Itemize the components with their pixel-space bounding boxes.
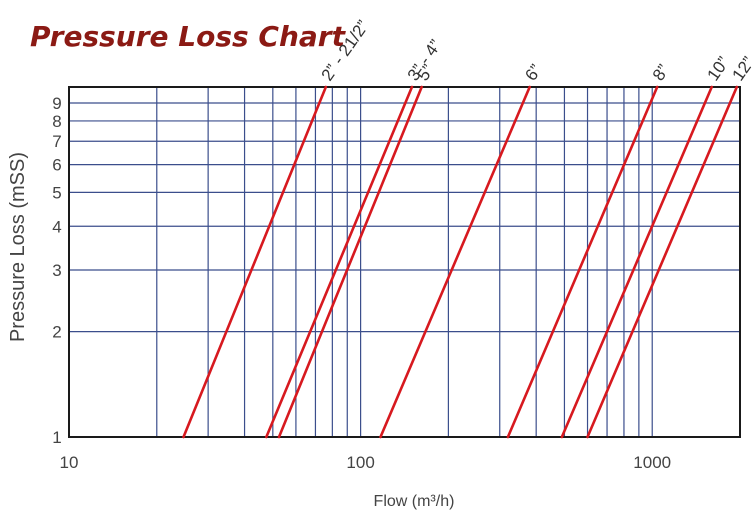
series-line [277, 85, 424, 439]
y-tick-label: 7 [52, 132, 61, 151]
series-label: 10” [703, 53, 733, 84]
y-axis-label: Pressure Loss (mSS) [7, 152, 29, 342]
series-label: 6” [521, 61, 545, 85]
y-tick-label: 4 [52, 217, 61, 236]
series-label: 2” - 21/2” [318, 17, 373, 85]
x-tick-label: 100 [346, 453, 374, 472]
plot-frame [68, 86, 741, 438]
y-tick-label: 9 [52, 94, 61, 113]
y-tick-labels: 1 2 3 4 5 6 789 [52, 94, 61, 447]
x-axis-label: Flow (m³/h) [374, 493, 455, 510]
series-label: 12” [729, 53, 752, 84]
series-line [586, 85, 739, 439]
series-label: 8” [649, 61, 673, 85]
y-tick-label: 1 [52, 428, 61, 447]
y-tick-label: 8 [52, 112, 61, 131]
series-line [560, 85, 714, 439]
x-tick-label: 10 [60, 453, 79, 472]
series-line [182, 85, 328, 439]
y-tick-label: 2 [52, 323, 61, 342]
grid [69, 87, 740, 437]
y-tick-label: 5 [52, 183, 61, 202]
series-labels: 2” - 21/2” 3” - 4”5” 6” 8” 10”12” [318, 17, 752, 85]
chart-title: Pressure Loss Chart [30, 20, 345, 53]
y-tick-label: 6 [52, 156, 61, 175]
y-tick-label: 3 [52, 261, 61, 280]
series-line [506, 85, 659, 439]
x-tick-labels: 10 100 1000 [60, 453, 672, 472]
series-lines [182, 85, 739, 439]
series-line [265, 85, 414, 439]
series-line [379, 85, 531, 439]
x-tick-label: 1000 [633, 453, 671, 472]
